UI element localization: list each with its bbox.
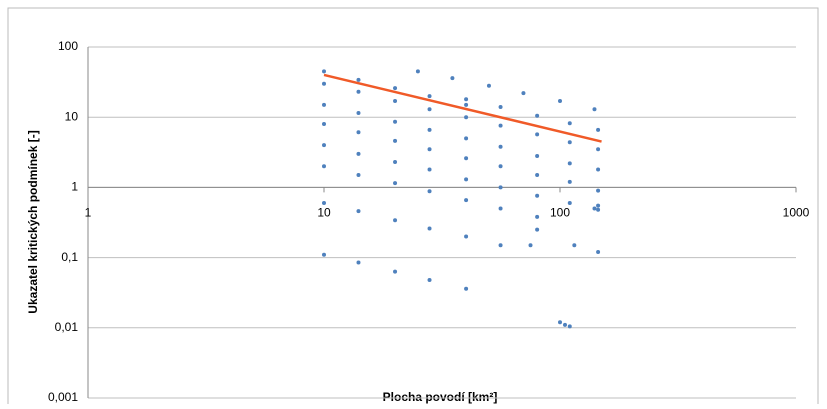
point xyxy=(393,218,398,223)
point xyxy=(567,121,572,126)
point xyxy=(596,167,601,172)
point xyxy=(592,206,597,211)
point xyxy=(567,140,572,145)
point xyxy=(464,177,469,182)
point xyxy=(393,160,398,165)
x-tick-label: 10 xyxy=(317,206,331,220)
point xyxy=(356,260,361,265)
x-tick-label: 1 xyxy=(85,206,92,220)
point xyxy=(535,154,540,159)
point xyxy=(521,91,526,96)
point xyxy=(558,320,562,325)
point xyxy=(356,209,361,214)
point xyxy=(464,286,469,291)
point xyxy=(596,203,601,208)
y-tick-label: 0,1 xyxy=(61,250,78,264)
point xyxy=(498,123,503,128)
point xyxy=(393,119,398,124)
point xyxy=(450,76,455,81)
y-tick-label: 100 xyxy=(58,39,78,53)
point xyxy=(356,89,361,94)
point xyxy=(356,130,361,135)
point xyxy=(393,86,398,91)
point xyxy=(592,107,597,112)
y-tick-label: 10 xyxy=(65,109,79,123)
point xyxy=(393,181,398,186)
point xyxy=(427,94,432,99)
point xyxy=(322,164,326,169)
point xyxy=(596,127,601,132)
point xyxy=(322,122,326,127)
point xyxy=(322,81,326,86)
point xyxy=(535,173,540,178)
point xyxy=(535,227,540,232)
point xyxy=(393,269,398,274)
point xyxy=(356,151,361,156)
y-tick-label: 0,001 xyxy=(48,390,78,404)
point xyxy=(498,164,503,169)
point xyxy=(464,198,469,203)
point xyxy=(415,69,420,74)
point xyxy=(322,200,326,205)
point xyxy=(498,243,503,248)
point xyxy=(596,188,601,193)
x-tick-label: 100 xyxy=(550,206,570,220)
point xyxy=(535,193,540,198)
point xyxy=(596,250,601,255)
point xyxy=(567,324,572,329)
point xyxy=(464,136,469,141)
point xyxy=(498,206,503,211)
point xyxy=(464,115,469,120)
point xyxy=(535,132,540,137)
chart-frame xyxy=(7,7,819,409)
point xyxy=(567,161,572,166)
point xyxy=(563,322,568,327)
point xyxy=(464,234,469,239)
point xyxy=(356,110,361,115)
point xyxy=(567,200,572,205)
point xyxy=(427,107,432,112)
point xyxy=(464,156,469,161)
point xyxy=(322,143,326,148)
trend-line xyxy=(323,73,602,143)
point xyxy=(393,99,398,104)
point xyxy=(427,167,432,172)
point xyxy=(427,189,432,194)
x-axis-label: Plocha povodí [km²] xyxy=(383,390,498,404)
point xyxy=(464,102,469,107)
point xyxy=(486,83,491,88)
point xyxy=(427,127,432,132)
point xyxy=(567,179,572,184)
point xyxy=(356,173,361,178)
point xyxy=(427,147,432,152)
y-tick-label: 1 xyxy=(71,180,78,194)
point xyxy=(498,144,503,149)
point xyxy=(464,97,469,102)
point xyxy=(528,243,533,248)
x-tick-label: 1000 xyxy=(783,206,810,220)
y-axis-label: Ukazatel kritických podmínek [-] xyxy=(26,130,40,313)
point xyxy=(322,102,326,107)
point xyxy=(572,243,577,248)
point xyxy=(393,138,398,143)
point xyxy=(535,214,540,219)
point xyxy=(596,147,601,152)
point xyxy=(498,104,503,109)
point xyxy=(322,69,326,74)
point xyxy=(535,113,540,118)
point xyxy=(322,252,326,257)
point xyxy=(427,226,432,231)
point xyxy=(356,77,361,82)
point xyxy=(558,99,562,104)
point xyxy=(498,185,503,190)
point xyxy=(427,277,432,282)
y-tick-label: 0,01 xyxy=(55,320,79,334)
point xyxy=(596,207,601,212)
